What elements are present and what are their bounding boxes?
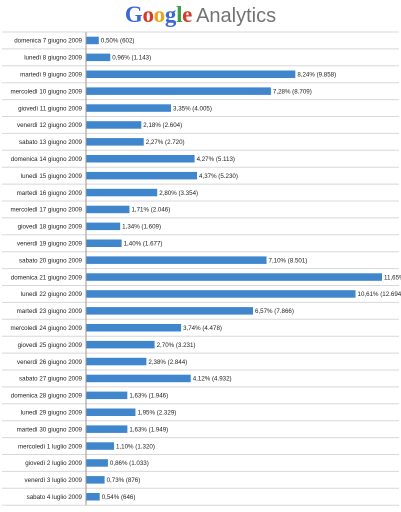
bar xyxy=(86,188,158,197)
bar xyxy=(86,459,108,467)
value-label: 2,18% (2.604) xyxy=(143,122,182,129)
bar xyxy=(86,104,172,112)
bar xyxy=(86,273,382,281)
value-label: 10,61% (12.694) xyxy=(358,291,401,298)
google-wordmark: Google xyxy=(124,2,193,27)
bar xyxy=(86,442,115,450)
value-label: 3,35% (4.005) xyxy=(173,105,212,112)
value-label: 0,73% (876) xyxy=(107,477,141,484)
category-label: giovedì 2 luglio 2009 xyxy=(25,460,82,467)
bar xyxy=(86,340,155,349)
bar xyxy=(86,324,182,332)
value-label: 1,95% (2.329) xyxy=(137,409,176,416)
value-label: 0,96% (1.143) xyxy=(112,55,151,62)
bar xyxy=(86,307,254,315)
value-label: 1,10% (1.320) xyxy=(116,443,155,450)
category-label: venerdì 26 giugno 2009 xyxy=(17,359,83,366)
bar xyxy=(86,222,121,231)
value-label: 4,37% (5.230) xyxy=(199,173,238,180)
value-label: 2,80% (3.354) xyxy=(159,190,198,197)
logo-letter-6: e xyxy=(182,2,193,27)
value-label: 11,65% (13.940) xyxy=(384,274,401,281)
value-label: 2,27% (2.720) xyxy=(146,139,185,146)
bar xyxy=(86,53,111,62)
category-label: lunedì 8 giugno 2009 xyxy=(24,55,82,62)
bar xyxy=(86,425,128,433)
value-label: 1,63% (1.949) xyxy=(129,426,168,433)
category-label: lunedì 15 giugno 2009 xyxy=(21,173,83,180)
logo-letter-2: o xyxy=(142,2,154,27)
category-label: giovedì 18 giugno 2009 xyxy=(18,224,83,231)
bar xyxy=(86,138,144,146)
category-label: giovedì 25 giugno 2009 xyxy=(18,342,83,349)
value-label: 1,71% (2.046) xyxy=(131,207,170,214)
value-label: 4,12% (4.932) xyxy=(193,376,232,383)
value-label: 2,38% (2.844) xyxy=(148,359,187,366)
chart-bars xyxy=(86,36,382,501)
category-label: domenica 14 giugno 2009 xyxy=(11,156,83,163)
value-label: 7,28% (8.709) xyxy=(273,88,312,95)
category-label: venerdì 3 luglio 2009 xyxy=(25,477,83,484)
value-label: 0,86% (1.033) xyxy=(110,460,149,467)
category-label: venerdì 19 giugno 2009 xyxy=(17,240,83,247)
category-label: giovedì 11 giugno 2009 xyxy=(18,105,82,112)
bar xyxy=(86,357,147,366)
category-label: martedì 30 giugno 2009 xyxy=(17,426,83,433)
category-label: venerdì 12 giugno 2009 xyxy=(17,122,83,129)
value-label: 8,24% (9.858) xyxy=(297,71,336,78)
logo-letter-1: G xyxy=(124,2,143,27)
category-label: mercoledì 17 giugno 2009 xyxy=(10,207,82,214)
category-label: mercoledì 24 giugno 2009 xyxy=(10,325,82,332)
category-label: martedì 9 giugno 2009 xyxy=(20,71,82,78)
bar xyxy=(86,256,267,264)
category-label: mercoledì 10 giugno 2009 xyxy=(10,88,82,95)
value-label: 0,54% (646) xyxy=(102,494,136,501)
bar xyxy=(86,121,142,129)
category-label: sabato 27 giugno 2009 xyxy=(19,376,83,383)
bar xyxy=(86,205,130,214)
grid-lines xyxy=(2,31,399,506)
category-label: sabato 20 giugno 2009 xyxy=(19,257,83,264)
value-label: 2,70% (3.231) xyxy=(157,342,196,349)
bar xyxy=(86,493,100,501)
value-label: 0,50% (602) xyxy=(101,38,135,45)
value-label: 1,40% (1.677) xyxy=(124,240,163,247)
category-label: lunedì 29 giugno 2009 xyxy=(21,409,83,416)
logo-letter-3: o xyxy=(153,2,166,27)
logo-letter-4: g xyxy=(164,2,177,27)
category-labels: domenica 7 giugno 2009 lunedì 8 giugno 20… xyxy=(10,38,82,501)
bar xyxy=(86,374,191,383)
bar xyxy=(86,239,122,247)
value-label: 4,27% (5.113) xyxy=(197,156,235,163)
category-label: domenica 28 giugno 2009 xyxy=(11,393,83,400)
logo-product-name: Analytics xyxy=(196,5,277,27)
google-analytics-logo: Google Analytics xyxy=(0,0,401,34)
category-label: martedì 16 giugno 2009 xyxy=(17,190,83,197)
value-labels: 0,50% (602) 0,96% (1.143) 8,24% (9.858) 7,2… xyxy=(101,38,401,501)
bar xyxy=(86,36,99,45)
category-label: mercoledì 1 luglio 2009 xyxy=(18,443,83,450)
logo-letter-5: l xyxy=(176,2,183,27)
bar xyxy=(86,155,195,163)
bar xyxy=(86,476,105,484)
bar xyxy=(86,391,128,400)
value-label: 7,10% (8.501) xyxy=(269,257,308,264)
value-label: 1,63% (1.946) xyxy=(129,393,168,400)
category-label: martedì 23 giugno 2009 xyxy=(17,308,83,315)
category-label: sabato 4 luglio 2009 xyxy=(27,494,83,501)
category-label: domenica 7 giugno 2009 xyxy=(14,38,82,45)
value-label: 3,74% (4.478) xyxy=(183,325,222,332)
category-label: lunedì 22 giugno 2009 xyxy=(21,291,83,298)
category-label: sabato 13 giugno 2009 xyxy=(19,139,83,146)
value-label: 1,34% (1.609) xyxy=(122,224,161,231)
bar xyxy=(86,290,356,298)
bar xyxy=(86,70,296,78)
value-label: 6,57% (7.866) xyxy=(255,308,294,315)
bar xyxy=(86,408,136,416)
category-label: domenica 21 giugno 2009 xyxy=(11,274,83,281)
bar xyxy=(86,87,271,95)
bar xyxy=(86,171,198,180)
